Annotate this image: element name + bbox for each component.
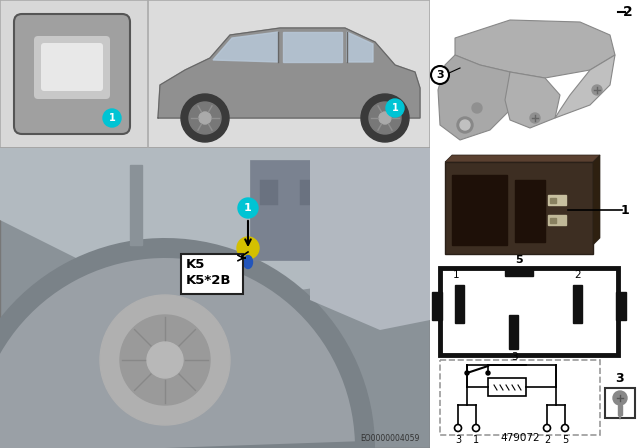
Bar xyxy=(440,360,600,435)
Text: 1: 1 xyxy=(473,435,479,445)
Bar xyxy=(1,1,147,147)
Circle shape xyxy=(543,425,550,431)
Text: K5: K5 xyxy=(186,258,205,271)
Polygon shape xyxy=(555,55,615,118)
Circle shape xyxy=(100,295,230,425)
Bar xyxy=(432,292,442,320)
FancyBboxPatch shape xyxy=(34,36,110,99)
Text: 3: 3 xyxy=(455,435,461,445)
FancyBboxPatch shape xyxy=(41,43,103,91)
Text: 1: 1 xyxy=(392,103,398,113)
Text: 2: 2 xyxy=(575,270,581,280)
Polygon shape xyxy=(158,28,420,118)
Text: 5: 5 xyxy=(515,255,523,265)
Bar xyxy=(430,0,640,448)
Circle shape xyxy=(472,103,482,113)
Text: 479072: 479072 xyxy=(500,433,540,443)
Text: K5*2B: K5*2B xyxy=(186,273,232,287)
Bar xyxy=(488,378,526,396)
Text: 1: 1 xyxy=(244,203,252,213)
Polygon shape xyxy=(310,148,430,330)
Circle shape xyxy=(103,109,121,127)
Text: 1: 1 xyxy=(452,270,460,280)
Circle shape xyxy=(457,117,473,133)
Circle shape xyxy=(147,342,183,378)
Circle shape xyxy=(592,85,602,95)
Circle shape xyxy=(238,198,258,218)
Bar xyxy=(548,195,566,205)
Bar xyxy=(0,0,430,148)
Polygon shape xyxy=(445,155,600,162)
Bar xyxy=(505,270,533,276)
Circle shape xyxy=(613,391,627,405)
Circle shape xyxy=(379,112,391,124)
Bar xyxy=(550,218,556,223)
Bar xyxy=(573,285,582,323)
Bar xyxy=(455,285,464,323)
Text: 3: 3 xyxy=(436,70,444,80)
Circle shape xyxy=(460,120,470,130)
Circle shape xyxy=(189,102,221,134)
Bar xyxy=(616,292,626,320)
Circle shape xyxy=(486,371,490,375)
Bar xyxy=(0,148,430,448)
Bar xyxy=(260,180,278,205)
Circle shape xyxy=(472,425,479,431)
Text: 1: 1 xyxy=(109,113,115,123)
Polygon shape xyxy=(618,415,622,420)
Polygon shape xyxy=(283,32,342,62)
Circle shape xyxy=(561,425,568,431)
Text: 5: 5 xyxy=(562,435,568,445)
Text: 3: 3 xyxy=(616,372,624,385)
FancyBboxPatch shape xyxy=(445,162,593,254)
Circle shape xyxy=(199,112,211,124)
Bar xyxy=(509,315,518,349)
Wedge shape xyxy=(0,238,375,448)
Circle shape xyxy=(530,113,540,123)
Bar xyxy=(452,175,507,245)
Polygon shape xyxy=(455,20,615,78)
Polygon shape xyxy=(347,32,373,62)
Bar xyxy=(380,180,398,205)
Polygon shape xyxy=(505,72,560,128)
Bar xyxy=(300,180,318,205)
Wedge shape xyxy=(0,258,355,448)
Bar xyxy=(130,165,142,245)
Circle shape xyxy=(386,99,404,117)
Bar xyxy=(149,1,429,147)
Bar xyxy=(618,405,622,415)
FancyBboxPatch shape xyxy=(181,254,243,294)
Circle shape xyxy=(120,315,210,405)
Text: 1: 1 xyxy=(621,203,629,216)
Text: 2: 2 xyxy=(544,435,550,445)
FancyBboxPatch shape xyxy=(14,14,130,134)
Circle shape xyxy=(431,66,449,84)
Polygon shape xyxy=(593,155,600,245)
Text: 3: 3 xyxy=(511,352,517,362)
Bar xyxy=(435,155,620,263)
Polygon shape xyxy=(0,148,430,290)
Ellipse shape xyxy=(243,255,253,268)
Bar xyxy=(440,268,618,355)
Bar xyxy=(548,215,566,225)
Circle shape xyxy=(465,371,469,375)
Text: 2: 2 xyxy=(623,5,633,19)
Circle shape xyxy=(361,94,409,142)
Bar xyxy=(340,180,358,205)
Circle shape xyxy=(369,102,401,134)
Circle shape xyxy=(181,94,229,142)
Bar xyxy=(605,388,635,418)
Circle shape xyxy=(454,425,461,431)
Bar xyxy=(515,180,545,242)
Polygon shape xyxy=(438,55,510,140)
Text: EO0000004059: EO0000004059 xyxy=(360,434,420,443)
Bar xyxy=(250,160,410,260)
Bar xyxy=(550,198,556,203)
Polygon shape xyxy=(213,32,278,62)
Circle shape xyxy=(237,237,259,259)
